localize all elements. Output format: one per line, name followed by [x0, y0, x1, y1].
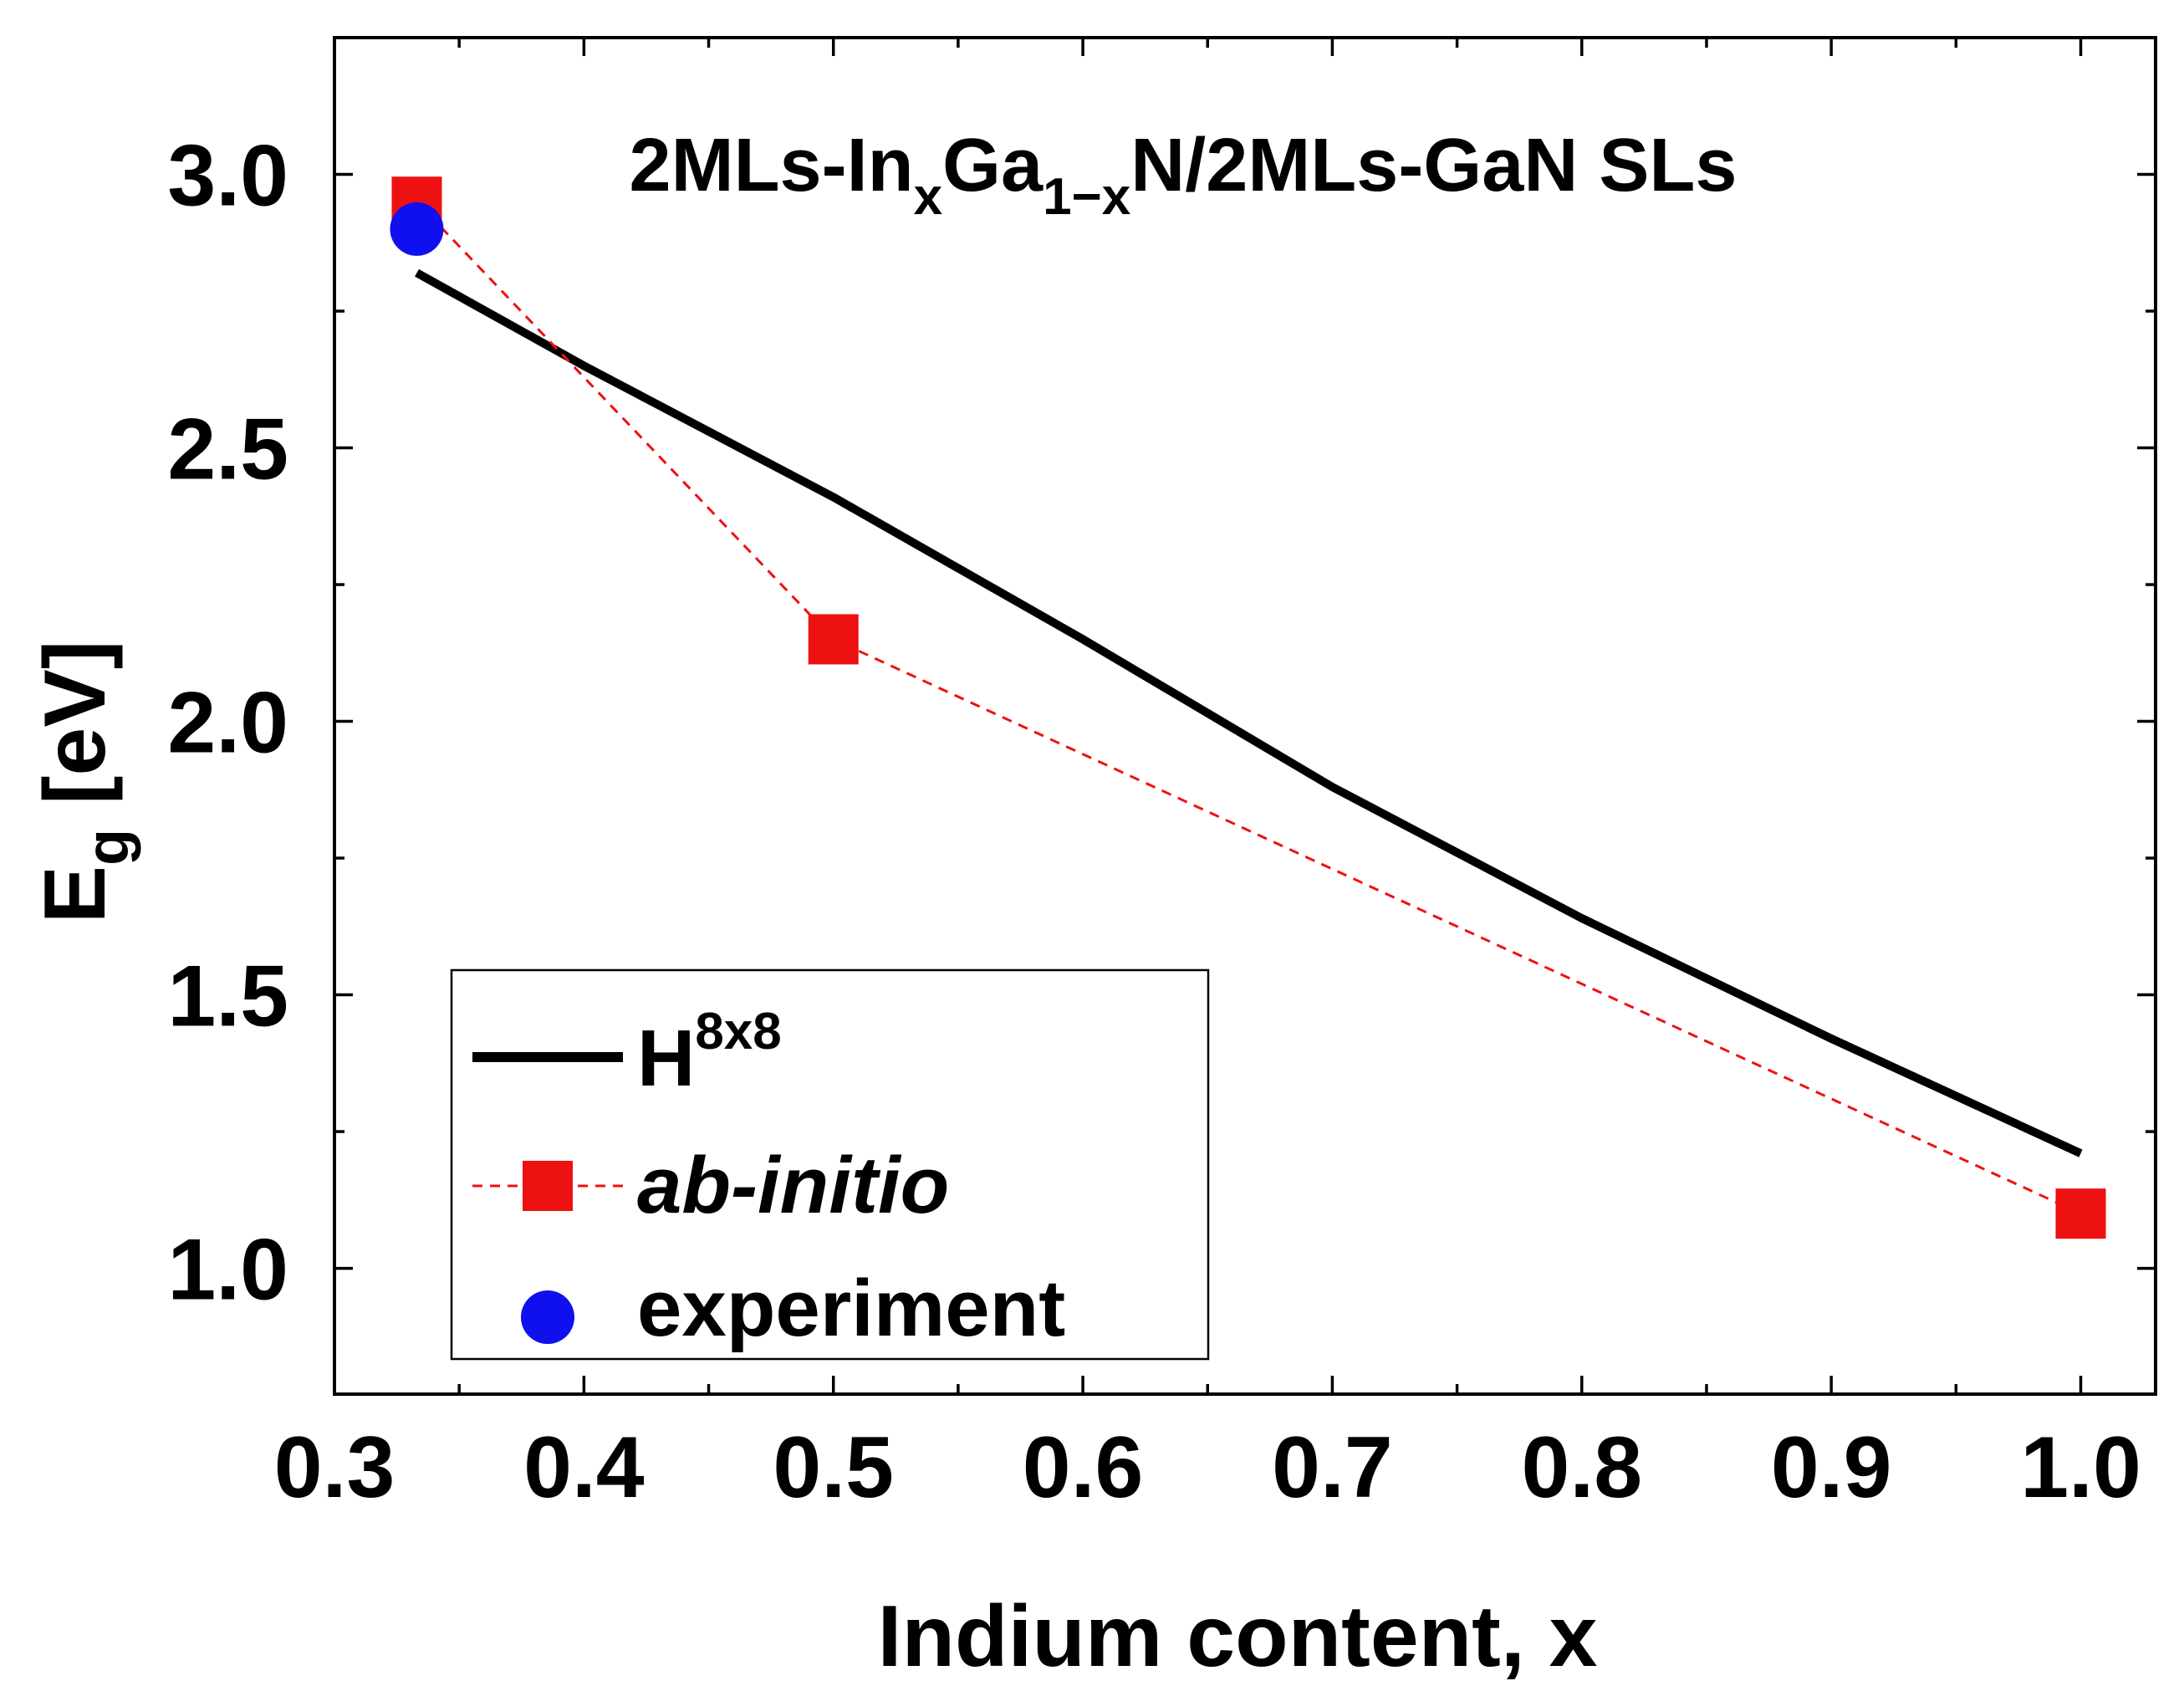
legend-h-sup: 8x8	[695, 1003, 781, 1060]
chart-annotation: 2MLs-InxGa1−xN/2MLs-GaN SLs	[630, 124, 1738, 226]
legend: H8x8 ab-initio experiment	[450, 968, 1210, 1361]
x-tick-label: 0.5	[773, 1419, 894, 1516]
annot-mid: Ga	[942, 124, 1044, 207]
legend-square-abinitio	[523, 1161, 573, 1211]
legend-h-text: H	[637, 1014, 695, 1103]
y-tick-label: 2.0	[167, 675, 288, 772]
x-tick-label: 0.4	[523, 1419, 645, 1516]
x-tick-label: 1.0	[2020, 1419, 2141, 1516]
x-tick-label: 0.3	[274, 1419, 395, 1516]
plot-frame	[333, 36, 2157, 1396]
ylabel-unit: [eV]	[27, 641, 124, 829]
legend-label-experiment: experiment	[637, 1264, 1065, 1353]
annot-sub1: x	[914, 168, 943, 226]
plot-frame-rect	[333, 36, 2157, 1396]
legend-circle-experiment	[521, 1290, 574, 1344]
legend-box	[450, 968, 1210, 1361]
y-tick-label: 2.5	[167, 401, 288, 498]
x-tick-label: 0.6	[1023, 1419, 1144, 1516]
annot-suffix: N/2MLs-GaN SLs	[1130, 124, 1737, 207]
y-tick-labels: 1.0 1.5 2.0 2.5 3.0	[167, 128, 288, 1319]
series-h8x8-line	[415, 268, 2083, 1157]
x-tick-label: 0.7	[1272, 1419, 1393, 1516]
abinitio-point	[2055, 1188, 2106, 1239]
legend-label-h8x8: H8x8	[637, 1003, 782, 1103]
series-layer	[390, 176, 2106, 1239]
y-tick-label: 1.5	[167, 948, 288, 1045]
legend-label-abinitio: ab-initio	[637, 1141, 949, 1230]
y-axis-title: Eg [eV]	[27, 641, 141, 924]
annot-prefix: 2MLs-In	[630, 124, 914, 207]
y-tick-label: 1.0	[167, 1222, 288, 1319]
axis-ticks	[333, 36, 2156, 1394]
y-tick-label: 3.0	[167, 128, 288, 225]
ylabel-main: E	[27, 866, 124, 923]
x-tick-label: 0.9	[1771, 1419, 1892, 1516]
x-tick-label: 0.8	[1521, 1419, 1642, 1516]
abinitio-point	[808, 614, 859, 665]
annot-sub2: 1−x	[1043, 168, 1131, 226]
x-tick-labels: 0.3 0.4 0.5 0.6 0.7 0.8 0.9 1.0	[274, 1419, 2141, 1516]
ylabel-sub: g	[74, 829, 141, 866]
experiment-point	[390, 202, 444, 256]
x-axis-title: Indium content, x	[878, 1588, 1598, 1685]
